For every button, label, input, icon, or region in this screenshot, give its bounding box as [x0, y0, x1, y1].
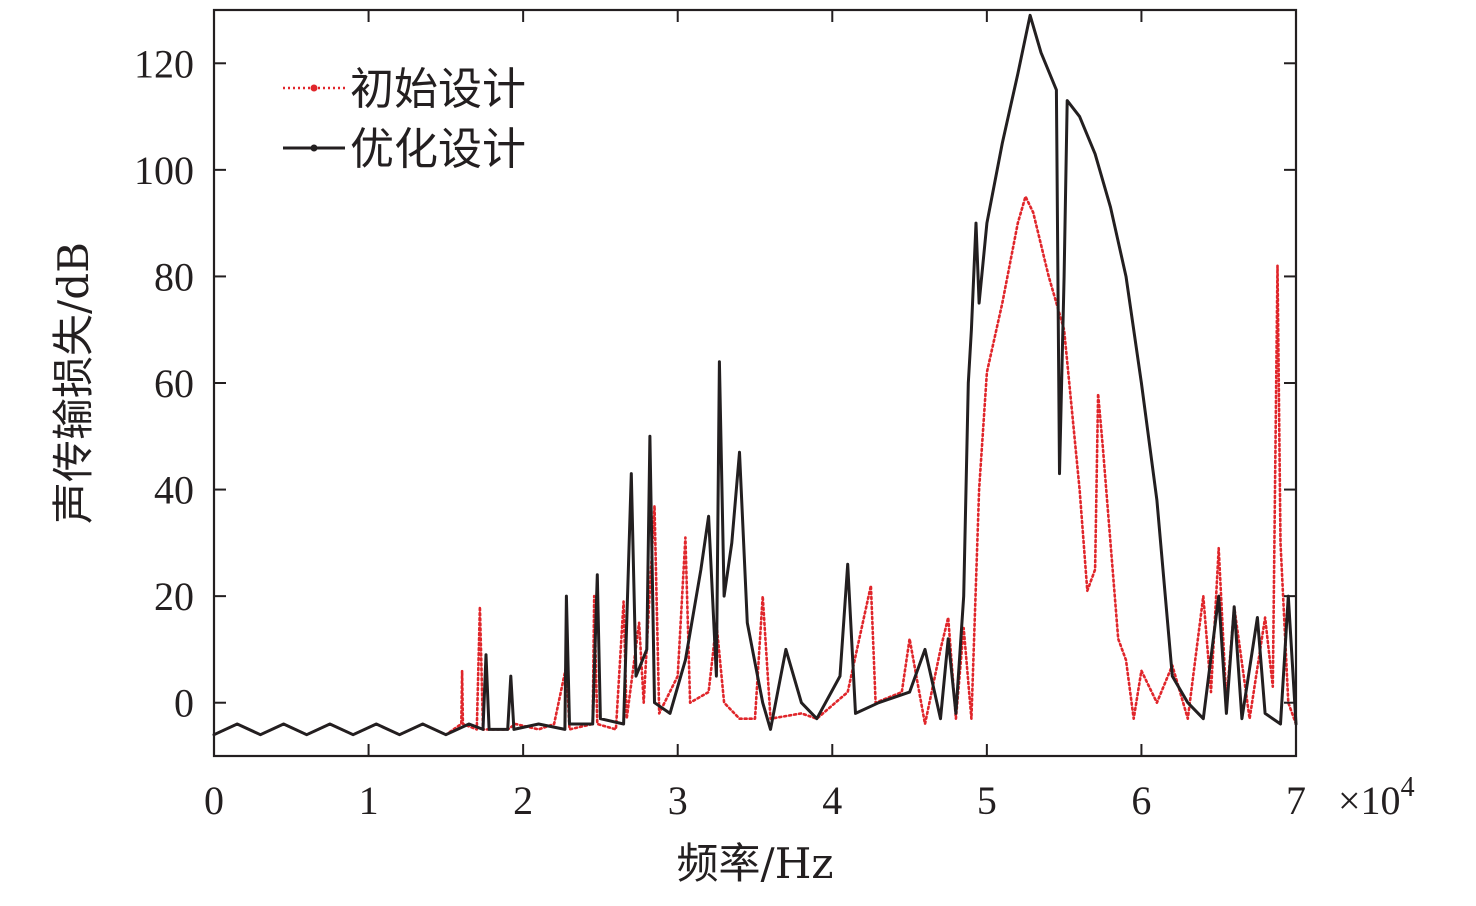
- x-tick-label: 0: [204, 778, 224, 823]
- y-tick-label: 120: [134, 41, 194, 86]
- y-tick-label: 40: [154, 468, 194, 513]
- x-tick-label: 6: [1131, 778, 1151, 823]
- x-tick-label: 7: [1286, 778, 1306, 823]
- y-tick-label: 80: [154, 254, 194, 299]
- y-tick-label: 100: [134, 148, 194, 193]
- y-tick-label: 0: [174, 681, 194, 726]
- x-tick-label: 4: [822, 778, 842, 823]
- y-tick-label: 20: [154, 574, 194, 619]
- y-axis-title: 声传输损失/dB: [49, 242, 98, 524]
- x-axis-title: 频率/Hz: [677, 839, 834, 888]
- series-line-2: [212, 13, 1298, 737]
- legend-label-2: 优化设计: [350, 124, 526, 175]
- y-tick-label: 60: [154, 361, 194, 406]
- plot-frame: [212, 8, 1298, 758]
- series-line-1: [212, 195, 1298, 736]
- ticks-layer: 0 1 2 3 4 5 6 7 0 20 40 60 80 100 120: [134, 10, 1306, 823]
- legend-label-1: 初始设计: [350, 64, 526, 115]
- x-tick-label: 1: [359, 778, 379, 823]
- x-tick-label: 3: [668, 778, 688, 823]
- x-tick-label: 5: [977, 778, 997, 823]
- legend-marker-1: [310, 84, 318, 92]
- x-tick-label: 2: [513, 778, 533, 823]
- series-layer: [212, 13, 1298, 737]
- x-multiplier: ×104: [1338, 772, 1415, 823]
- legend-marker-2: [310, 144, 318, 152]
